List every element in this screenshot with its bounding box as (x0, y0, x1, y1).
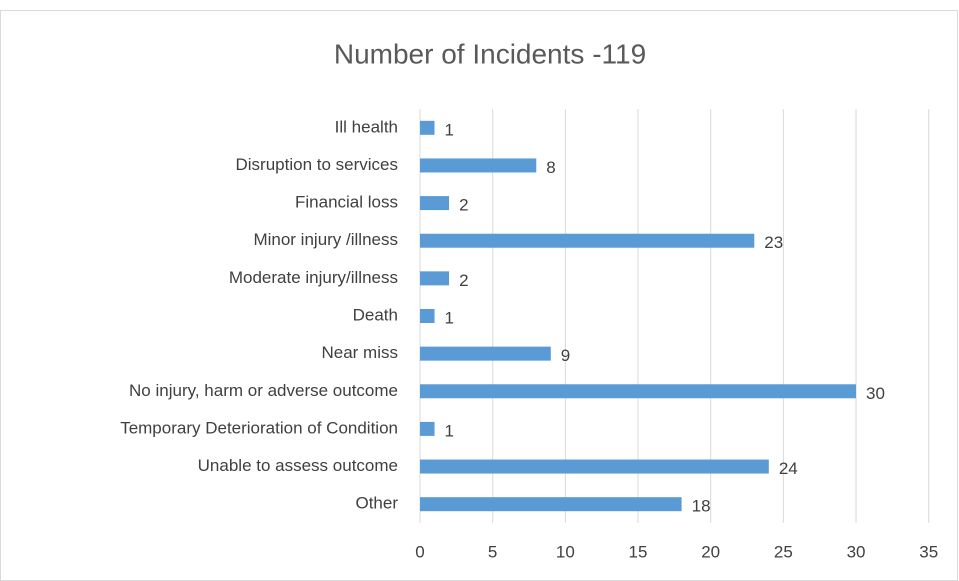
x-tick-label: 25 (774, 542, 793, 561)
x-tick-label: 15 (629, 542, 648, 561)
data-label: 2 (459, 196, 468, 215)
y-tick-label: Minor injury /illness (253, 230, 398, 249)
x-tick-label: 30 (847, 542, 866, 561)
bar (420, 158, 537, 173)
y-tick-label: Financial loss (295, 193, 398, 212)
bar (420, 421, 435, 436)
bar (420, 271, 450, 286)
data-label: 24 (779, 459, 798, 478)
y-tick-label: Other (355, 494, 398, 513)
y-tick-label: Near miss (321, 343, 398, 362)
data-label: 2 (459, 271, 468, 290)
y-tick-label: Temporary Deterioration of Condition (120, 418, 398, 437)
bar (420, 309, 435, 323)
data-label: 1 (445, 120, 454, 139)
data-label: 8 (546, 158, 555, 177)
bar (420, 346, 551, 361)
data-label: 23 (764, 233, 783, 252)
x-tick-label: 0 (415, 542, 424, 561)
x-tick-label: 35 (919, 542, 938, 561)
y-tick-label: Unable to assess outcome (198, 456, 398, 475)
bar (420, 384, 857, 399)
data-label: 1 (445, 308, 454, 327)
data-label: 30 (866, 384, 885, 403)
y-tick-label: Ill health (335, 117, 398, 136)
y-tick-label: Moderate injury/illness (229, 268, 398, 287)
x-tick-label: 10 (556, 542, 575, 561)
chart-frame (0, 10, 958, 581)
y-tick-label: No injury, harm or adverse outcome (129, 381, 398, 400)
y-tick-label: Disruption to services (235, 155, 398, 174)
bar (420, 497, 682, 512)
bar (420, 120, 435, 135)
x-tick-label: 20 (701, 542, 720, 561)
bar (420, 233, 755, 248)
chart-title: Number of Incidents -119 (334, 38, 646, 69)
y-tick-label: Death (353, 305, 398, 324)
data-label: 9 (561, 346, 570, 365)
data-label: 1 (445, 421, 454, 440)
bar (420, 196, 450, 211)
x-tick-label: 5 (488, 542, 497, 561)
bar (420, 459, 769, 474)
data-label: 18 (692, 497, 711, 516)
